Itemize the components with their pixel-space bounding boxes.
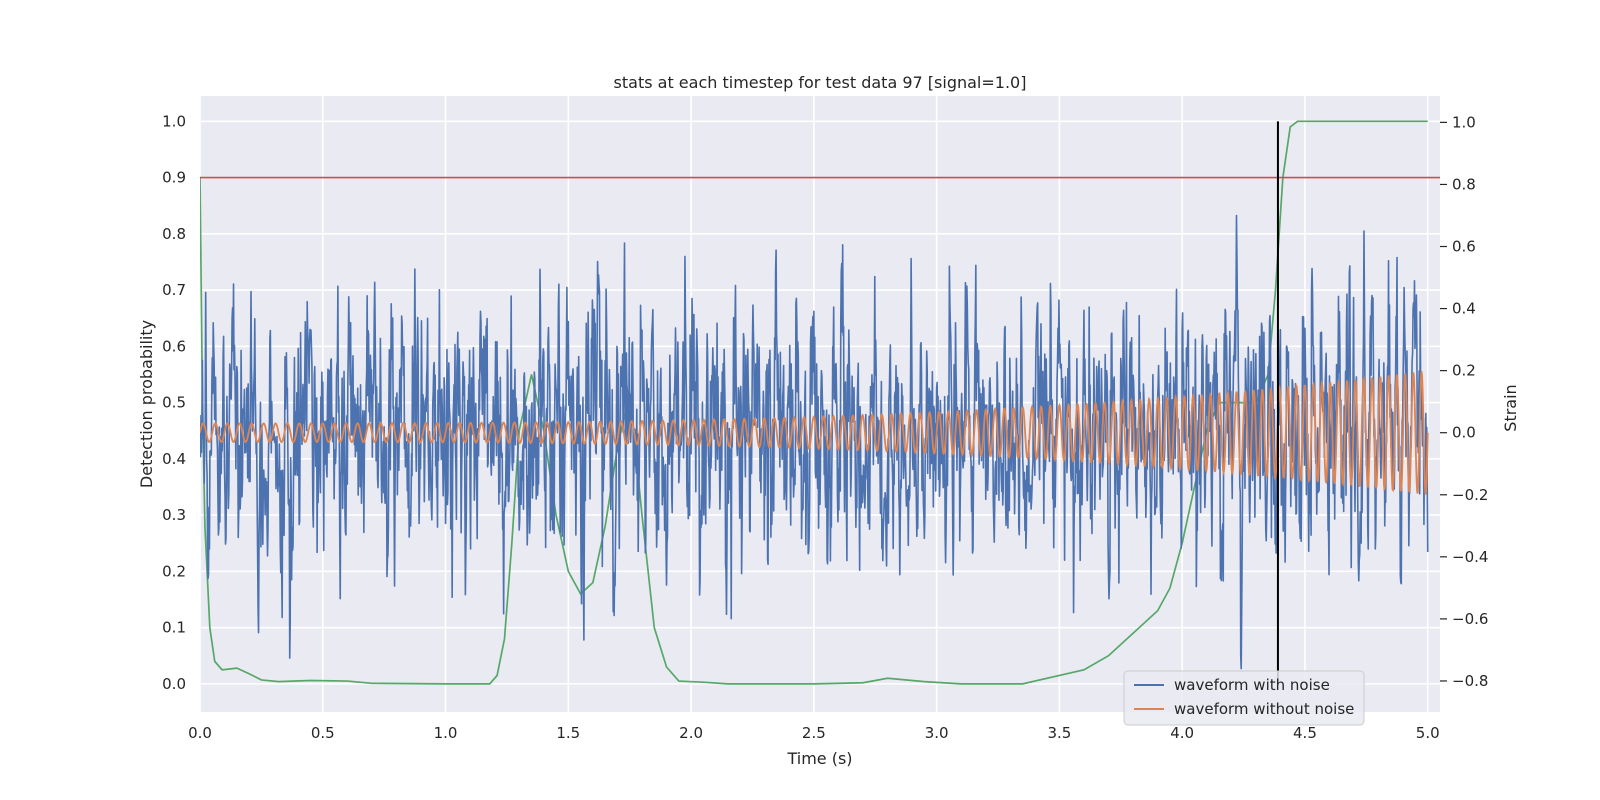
y-tick-label: 0.5 [162, 394, 186, 412]
y-tick-label: 1.0 [162, 112, 186, 130]
x-axis-ticks: 0.0 0.5 1.0 1.5 2.0 2.5 3.0 3.5 4.0 4.5 5.0 [188, 724, 1440, 742]
x-tick-label: 1.5 [556, 724, 580, 742]
y-tick-label: 0.4 [162, 450, 186, 468]
y2-tick-label: −0.4 [1452, 548, 1488, 566]
y-tick-label: 0.2 [162, 562, 186, 580]
x-tick-label: 1.0 [434, 724, 458, 742]
y2-tick-label: 0.8 [1452, 175, 1476, 193]
y2-tick-label: 0.2 [1452, 362, 1476, 380]
y-tick-label: 0.0 [162, 675, 186, 693]
y-tick-label: 0.9 [162, 169, 186, 187]
chart-title: stats at each timestep for test data 97 … [614, 73, 1027, 92]
y2-axis-ticks: −0.8 −0.6 −0.4 −0.2 0.0 0.2 0.4 0.6 0.8 1.0 [1440, 113, 1488, 690]
legend-box [1123, 670, 1365, 726]
y-axis-label: Detection probability [137, 320, 156, 488]
y2-tick-label: 0.6 [1452, 238, 1476, 256]
legend-label-noise: waveform with noise [1174, 676, 1330, 694]
x-tick-label: 4.5 [1293, 724, 1317, 742]
y-tick-label: 0.1 [162, 619, 186, 637]
clean-waveform-line [200, 371, 1429, 495]
y-tick-label: 0.3 [162, 506, 186, 524]
y-tick-label: 0.8 [162, 225, 186, 243]
y2-tick-label: 0.4 [1452, 300, 1476, 318]
y-tick-label: 0.6 [162, 337, 186, 355]
x-tick-label: 4.0 [1170, 724, 1194, 742]
x-axis-label: Time (s) [786, 749, 852, 768]
y2-axis-label: Strain [1501, 384, 1520, 431]
x-tick-label: 0.0 [188, 724, 212, 742]
y-tick-label: 0.7 [162, 281, 186, 299]
x-tick-label: 2.0 [679, 724, 703, 742]
x-tick-label: 3.5 [1047, 724, 1071, 742]
y2-tick-label: −0.2 [1452, 486, 1488, 504]
y-axis-ticks: 0.0 0.1 0.2 0.3 0.4 0.5 0.6 0.7 0.8 0.9 1.0 [162, 112, 186, 693]
legend-label-clean: waveform without noise [1174, 700, 1354, 718]
series-layer [200, 120, 1440, 685]
y2-tick-label: 0.0 [1452, 424, 1476, 442]
x-tick-label: 5.0 [1416, 724, 1440, 742]
y2-tick-label: −0.6 [1452, 610, 1488, 628]
y2-tick-label: 1.0 [1452, 113, 1476, 131]
x-tick-label: 0.5 [311, 724, 335, 742]
y2-tick-label: −0.8 [1452, 672, 1488, 690]
legend: waveform with noise waveform without noi… [1123, 670, 1365, 726]
x-tick-label: 2.5 [802, 724, 826, 742]
noisy-waveform-line [200, 214, 1429, 670]
x-tick-label: 3.0 [925, 724, 949, 742]
